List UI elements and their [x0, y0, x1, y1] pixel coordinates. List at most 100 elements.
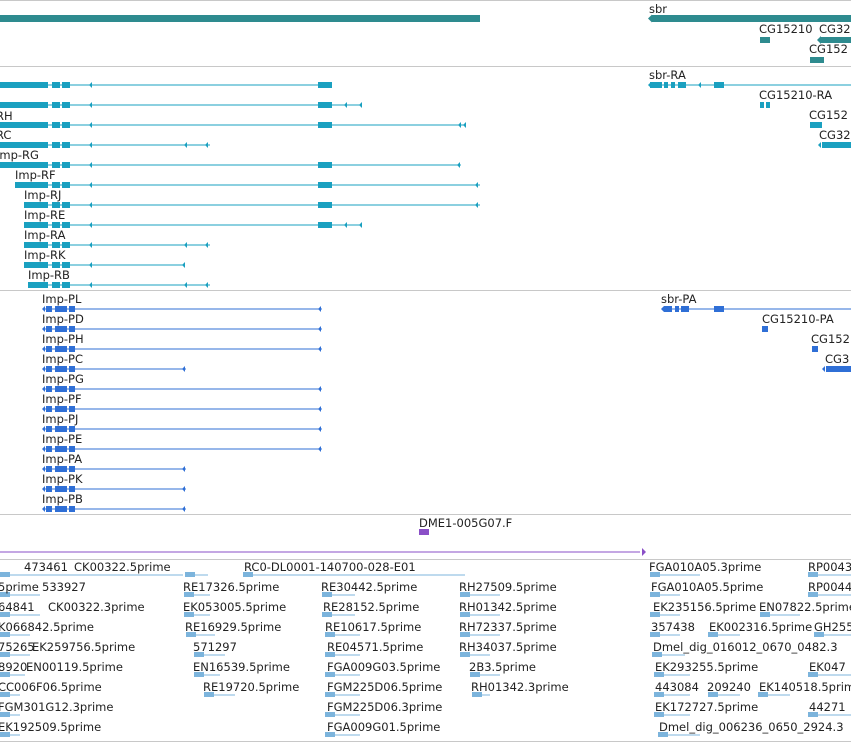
est-block: [708, 692, 718, 697]
protein-label[interactable]: Imp-PB: [42, 492, 83, 506]
est-label[interactable]: EK235156.5prime: [653, 600, 757, 614]
transcript-label[interactable]: CG32: [819, 128, 851, 142]
transcript-label[interactable]: RH: [0, 109, 13, 123]
est-label[interactable]: 533927: [42, 580, 86, 594]
est-label[interactable]: 2B3.5prime: [469, 660, 536, 674]
est-label[interactable]: FGA010A05.3prime: [649, 560, 762, 574]
transcript-label[interactable]: Imp-RB: [28, 268, 70, 282]
est-label[interactable]: EK192509.5prime: [0, 720, 102, 734]
exon-block: [69, 486, 75, 492]
est-label[interactable]: RE19720.5prime: [203, 680, 300, 694]
est-label[interactable]: RE28152.5prime: [323, 600, 420, 614]
est-label[interactable]: 64841: [0, 600, 35, 614]
est-label[interactable]: RE30442.5prime: [321, 580, 418, 594]
protein-label[interactable]: Imp-PJ: [42, 412, 79, 426]
transcript-label[interactable]: RC: [0, 128, 12, 142]
est-label[interactable]: EN16539.5prime: [193, 660, 290, 674]
est-label[interactable]: RE16929.5prime: [185, 620, 282, 634]
protein-label[interactable]: Imp-PF: [42, 392, 82, 406]
est-label[interactable]: 443084: [655, 680, 699, 694]
est-label[interactable]: CK00322.3prime: [48, 600, 145, 614]
transcript-label[interactable]: Imp-RG: [0, 148, 39, 162]
gene-label[interactable]: CG152: [809, 42, 848, 56]
est-label[interactable]: FGA009G01.5prime: [327, 720, 441, 734]
est-label[interactable]: RC0-DL0001-140700-028-E01: [244, 560, 416, 574]
protein-label[interactable]: Imp-PH: [42, 332, 84, 346]
protein-label[interactable]: Imp-PG: [42, 372, 84, 386]
est-label[interactable]: 357438: [651, 620, 695, 634]
est-label[interactable]: 473461: [24, 560, 68, 574]
est-label[interactable]: GH255: [814, 620, 851, 634]
transcript-label[interactable]: Imp-RJ: [24, 188, 62, 202]
protein-label[interactable]: Imp-PA: [42, 452, 83, 466]
est-label[interactable]: FGM301G12.3prime: [0, 700, 114, 714]
est-label[interactable]: K066842.5prime: [0, 620, 94, 634]
est-label[interactable]: EN00119.5prime: [26, 660, 123, 674]
clone-label[interactable]: DME1-005G07.F: [419, 516, 513, 530]
transcript-label[interactable]: CG152: [809, 108, 848, 122]
protein-label[interactable]: Imp-PL: [42, 292, 82, 306]
est-label[interactable]: EK140518.5prime: [759, 680, 851, 694]
transcript-label[interactable]: CG15210-RA: [759, 88, 833, 102]
est-label[interactable]: EK053005.5prime: [183, 600, 287, 614]
est-label[interactable]: 75265: [0, 640, 35, 654]
est-block: [0, 712, 10, 717]
protein-label[interactable]: Imp-PE: [42, 432, 83, 446]
est-label[interactable]: EN07822.5prime: [759, 600, 851, 614]
protein-label[interactable]: sbr-PA: [661, 292, 697, 306]
protein-label[interactable]: CG3: [825, 352, 850, 366]
gene-label[interactable]: CG32: [819, 22, 851, 36]
est-label[interactable]: RP0043: [808, 560, 851, 574]
gene-label[interactable]: CG15210: [759, 22, 813, 36]
est-label[interactable]: EK002316.5prime: [709, 620, 813, 634]
est-label[interactable]: Dmel_dig_006236_0650_2924.3: [659, 720, 844, 734]
est-block: [325, 652, 335, 657]
protein-label[interactable]: CG152: [811, 332, 850, 346]
est-block: [0, 732, 10, 737]
est-block: [325, 632, 335, 637]
transcript-label[interactable]: Imp-RE: [24, 208, 66, 222]
gene-bar: [760, 37, 770, 43]
est-label[interactable]: FGM225D06.3prime: [327, 700, 443, 714]
est-label[interactable]: 571297: [193, 640, 237, 654]
est-label[interactable]: RH27509.5prime: [459, 580, 557, 594]
est-label[interactable]: FGA009G03.5prime: [327, 660, 441, 674]
est-label[interactable]: EK293255.5prime: [655, 660, 759, 674]
est-label[interactable]: 209240: [707, 680, 751, 694]
exon-block: [664, 82, 668, 88]
est-label[interactable]: RH72337.5prime: [459, 620, 557, 634]
protein-label[interactable]: Imp-PC: [42, 352, 84, 366]
exon-block: [46, 446, 52, 452]
strand-arrow: [359, 102, 362, 108]
est-label[interactable]: RE04571.5prime: [327, 640, 424, 654]
est-label[interactable]: RE10617.5prime: [325, 620, 422, 634]
protein-label[interactable]: Imp-PD: [42, 312, 84, 326]
est-label[interactable]: 44271: [809, 700, 846, 714]
est-label[interactable]: RH01342.5prime: [459, 600, 557, 614]
est-label[interactable]: Dmel_dig_016012_0670_0482.3: [653, 640, 838, 654]
track-separator: [0, 0, 851, 1]
est-label[interactable]: EK172727.5prime: [655, 700, 759, 714]
est-label[interactable]: 5prime: [0, 580, 39, 594]
gene-label[interactable]: sbr: [649, 2, 668, 16]
est-label[interactable]: 8920: [0, 660, 28, 674]
est-label[interactable]: FGM225D06.5prime: [327, 680, 443, 694]
est-label[interactable]: EK259756.5prime: [32, 640, 136, 654]
transcript-label[interactable]: Imp-RA: [24, 228, 66, 242]
est-label[interactable]: RH01342.3prime: [471, 680, 569, 694]
est-label[interactable]: EK047: [809, 660, 846, 674]
est-label[interactable]: RE17326.5prime: [183, 580, 280, 594]
exon-block: [46, 426, 52, 432]
est-label[interactable]: FGA010A05.5prime: [651, 580, 764, 594]
transcript-label[interactable]: Imp-RF: [15, 168, 56, 182]
transcript-label[interactable]: sbr-RA: [649, 68, 686, 82]
strand-arrow: [182, 486, 185, 492]
transcript-label[interactable]: Imp-RK: [24, 248, 66, 262]
est-label[interactable]: CC006F06.5prime: [0, 680, 102, 694]
exon-block: [55, 406, 67, 412]
est-label[interactable]: CK00322.5prime: [74, 560, 171, 574]
protein-label[interactable]: Imp-PK: [42, 472, 83, 486]
protein-label[interactable]: CG15210-PA: [762, 312, 834, 326]
est-label[interactable]: RH34037.5prime: [459, 640, 557, 654]
est-label[interactable]: RP0044: [808, 580, 851, 594]
